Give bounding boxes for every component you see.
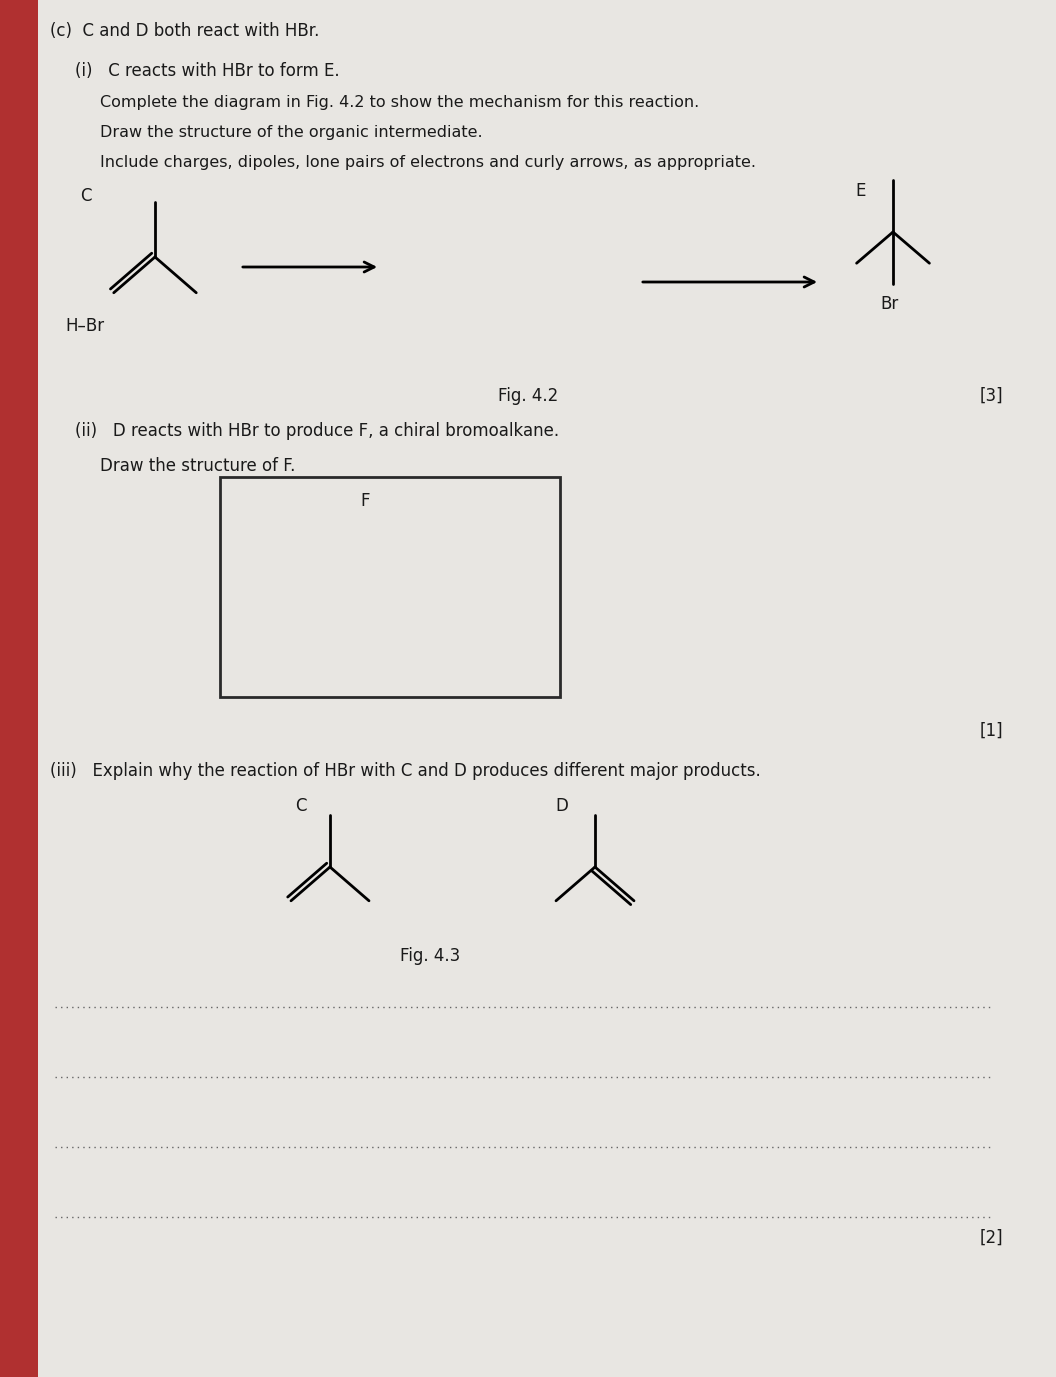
Text: Draw the structure of the organic intermediate.: Draw the structure of the organic interm… [100,125,483,140]
Text: C: C [295,797,306,815]
Text: Draw the structure of F.: Draw the structure of F. [100,457,296,475]
Text: F: F [360,492,370,509]
Text: (c)  C and D both react with HBr.: (c) C and D both react with HBr. [50,22,319,40]
Text: (i)   C reacts with HBr to form E.: (i) C reacts with HBr to form E. [75,62,340,80]
Text: Br: Br [880,295,899,313]
Text: D: D [555,797,568,815]
Text: Include charges, dipoles, lone pairs of electrons and curly arrows, as appropria: Include charges, dipoles, lone pairs of … [100,156,756,169]
Text: [3]: [3] [980,387,1003,405]
Text: Complete the diagram in Fig. 4.2 to show the mechanism for this reaction.: Complete the diagram in Fig. 4.2 to show… [100,95,699,110]
Text: (ii)   D reacts with HBr to produce F, a chiral bromoalkane.: (ii) D reacts with HBr to produce F, a c… [75,421,559,441]
Text: H–Br: H–Br [65,317,105,335]
Text: Fig. 4.3: Fig. 4.3 [400,947,460,965]
Text: C: C [80,187,92,205]
Bar [220,476,560,697]
Text: Fig. 4.2: Fig. 4.2 [497,387,559,405]
Text: E: E [855,182,865,200]
Bar [0,0,38,1377]
Text: [2]: [2] [980,1230,1003,1248]
Text: (iii)   Explain why the reaction of HBr with C and D produces different major pr: (iii) Explain why the reaction of HBr wi… [50,761,760,779]
Text: [1]: [1] [980,722,1003,739]
